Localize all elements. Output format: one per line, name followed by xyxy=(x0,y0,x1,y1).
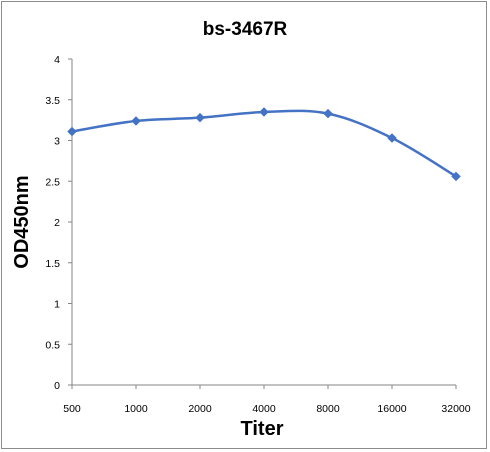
x-axis-title: Titer xyxy=(241,418,284,440)
data-point-marker xyxy=(451,171,461,182)
series-line xyxy=(71,109,457,178)
y-tick-label: 0.5 xyxy=(45,339,60,351)
y-tick-label: 2 xyxy=(54,217,60,229)
y-tick-label: 1.5 xyxy=(45,258,60,270)
y-axis-title: OD450nm xyxy=(11,175,33,268)
data-point-marker xyxy=(195,112,205,123)
data-point-marker xyxy=(131,116,141,126)
chart-title: bs-3467R xyxy=(203,19,288,40)
data-point-marker xyxy=(259,107,269,117)
x-tick-label: 1000 xyxy=(124,403,148,415)
x-tick-label: 8000 xyxy=(316,403,340,415)
y-tick-label: 1 xyxy=(54,299,60,311)
x-tick-label: 2000 xyxy=(188,403,212,415)
y-tick-label: 0 xyxy=(54,380,60,392)
y-tick-label: 3 xyxy=(54,136,60,148)
y-tick-label: 2.5 xyxy=(45,176,60,188)
y-tick-label: 3.5 xyxy=(45,95,60,107)
x-tick-label: 4000 xyxy=(252,403,276,415)
data-point-marker xyxy=(323,108,333,119)
x-tick-label: 16000 xyxy=(377,403,406,415)
y-tick-label: 4 xyxy=(54,54,60,66)
data-point-marker xyxy=(67,126,77,137)
x-tick-label: 32000 xyxy=(441,403,470,415)
data-point-marker xyxy=(387,133,397,143)
x-tick-label: 500 xyxy=(63,403,81,415)
